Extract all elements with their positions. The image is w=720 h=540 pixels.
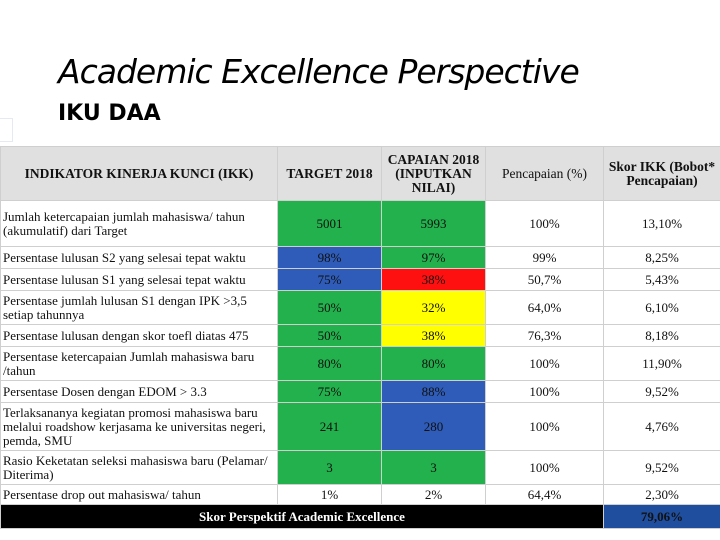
indicator-cell: Jumlah ketercapaian jumlah mahasiswa/ ta… [0,200,278,247]
achievement-cell: 80% [381,346,486,381]
percent-cell: 76,3% [485,324,604,347]
table-row: Persentase drop out mahasiswa/ tahun 1% 2%… [0,484,720,505]
percent-cell: 100% [485,346,604,381]
score-cell: 4,76% [603,402,720,451]
footer-total: 79,06% [603,504,720,529]
achievement-cell: 88% [381,380,486,403]
indicator-cell: Persentase ketercapaian Jumlah mahasiswa… [0,346,278,381]
table-row: Rasio Keketatan seleksi mahasiswa baru (… [0,450,720,485]
target-cell: 80% [277,346,382,381]
percent-cell: 100% [485,200,604,247]
score-cell: 6,10% [603,290,720,325]
percent-cell: 64,0% [485,290,604,325]
score-cell: 8,25% [603,246,720,269]
percent-cell: 100% [485,380,604,403]
indicator-cell: Persentase lulusan dengan skor toefl dia… [0,324,278,347]
target-cell: 75% [277,380,382,403]
indicator-cell: Persentase Dosen dengan EDOM > 3.3 [0,380,278,403]
score-cell: 9,52% [603,450,720,485]
target-cell: 75% [277,268,382,291]
score-cell: 11,90% [603,346,720,381]
slide-subtitle: IKU DAA [58,101,161,126]
target-cell: 50% [277,324,382,347]
achievement-cell: 32% [381,290,486,325]
achievement-cell: 38% [381,268,486,291]
achievement-cell: 38% [381,324,486,347]
indicator-cell: Terlaksananya kegiatan promosi mahasiswa… [0,402,278,451]
table-row: Terlaksananya kegiatan promosi mahasiswa… [0,402,720,451]
target-cell: 241 [277,402,382,451]
indicator-cell: Persentase drop out mahasiswa/ tahun [0,484,278,505]
table-row: Persentase ketercapaian Jumlah mahasiswa… [0,346,720,381]
table-row: Jumlah ketercapaian jumlah mahasiswa/ ta… [0,200,720,247]
table-row: Persentase lulusan S1 yang selesai tepat… [0,268,720,291]
score-cell: 8,18% [603,324,720,347]
indicator-cell: Persentase jumlah lulusan S1 dengan IPK … [0,290,278,325]
target-cell: 5001 [277,200,382,247]
target-cell: 3 [277,450,382,485]
achievement-cell: 280 [381,402,486,451]
header-achievement: CAPAIAN 2018 (INPUTKAN NILAI) [381,146,486,201]
header-target: TARGET 2018 [277,146,382,201]
score-cell: 9,52% [603,380,720,403]
table-row: Persentase Dosen dengan EDOM > 3.3 75% 88%… [0,380,720,403]
target-cell: 50% [277,290,382,325]
achievement-cell: 5993 [381,200,486,247]
watermark-logo [0,118,13,142]
table-header-row: INDIKATOR KINERJA KUNCI (IKK) TARGET 201… [0,146,720,201]
header-percent: Pencapaian (%) [485,146,604,201]
percent-cell: 100% [485,402,604,451]
target-cell: 1% [277,484,382,505]
score-cell: 13,10% [603,200,720,247]
score-cell: 2,30% [603,484,720,505]
achievement-cell: 97% [381,246,486,269]
percent-cell: 64,4% [485,484,604,505]
indicator-cell: Persentase lulusan S2 yang selesai tepat… [0,246,278,269]
slide-title: Academic Excellence Perspective [58,52,580,91]
achievement-cell: 3 [381,450,486,485]
indicator-cell: Rasio Keketatan seleksi mahasiswa baru (… [0,450,278,485]
percent-cell: 50,7% [485,268,604,291]
table-row: Persentase lulusan dengan skor toefl dia… [0,324,720,347]
indicator-cell: Persentase lulusan S1 yang selesai tepat… [0,268,278,291]
score-cell: 5,43% [603,268,720,291]
achievement-cell: 2% [381,484,486,505]
table-row: Persentase jumlah lulusan S1 dengan IPK … [0,290,720,325]
header-score: Skor IKK (Bobot* Pencapaian) [603,146,720,201]
table-row: Persentase lulusan S2 yang selesai tepat… [0,246,720,269]
ikk-table: INDIKATOR KINERJA KUNCI (IKK) TARGET 201… [0,146,720,529]
header-indicator: INDIKATOR KINERJA KUNCI (IKK) [0,146,278,201]
percent-cell: 99% [485,246,604,269]
percent-cell: 100% [485,450,604,485]
footer-label: Skor Perspektif Academic Excellence [0,504,604,529]
footer-row: Skor Perspektif Academic Excellence 79,0… [0,504,720,529]
table-body: Jumlah ketercapaian jumlah mahasiswa/ ta… [0,200,720,505]
target-cell: 98% [277,246,382,269]
